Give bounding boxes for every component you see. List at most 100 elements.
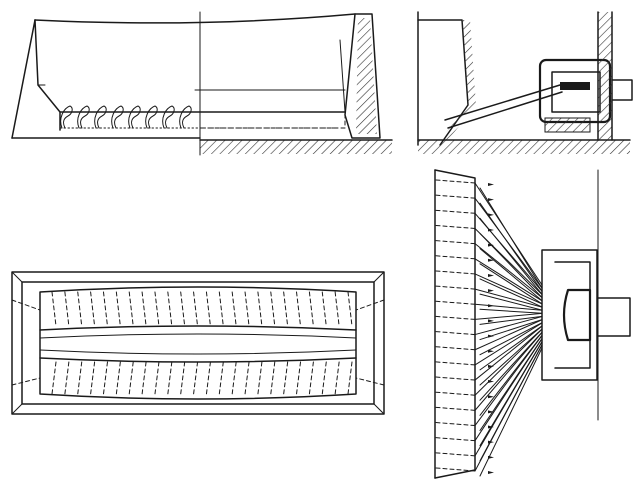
flue-loop — [162, 105, 175, 129]
fan-pipe — [474, 258, 543, 302]
fan-pipe — [474, 288, 543, 308]
plan-flue-lower — [102, 361, 108, 395]
fan-pipe-nozzle — [488, 410, 494, 414]
fan-pipe — [474, 341, 543, 457]
plan-inner-border — [21, 281, 375, 405]
feed-pipe-top — [444, 84, 561, 121]
fan-pipe — [474, 319, 543, 351]
plan-flue-upper — [334, 291, 340, 327]
fan-pipe-dashed — [435, 406, 476, 411]
fan-pipe-nozzle — [488, 304, 494, 308]
plan-flue-lower — [115, 361, 121, 395]
plan-flue-upper — [347, 291, 353, 327]
plan-center-top — [39, 325, 357, 331]
plan-center-inner — [39, 333, 357, 355]
fan-pipe-nozzle — [488, 213, 494, 217]
fan-pipe-dashed — [435, 209, 476, 214]
back-wall — [598, 12, 612, 140]
fan-pipe-dashed — [435, 331, 476, 336]
flue-loop — [179, 105, 192, 129]
plan-flue-lower — [218, 361, 224, 395]
plan-flue-lower — [205, 361, 211, 395]
plan-corners — [11, 271, 385, 415]
fan-pipe-nozzle — [488, 319, 494, 323]
fan-pipe-nozzle — [488, 258, 494, 262]
plan-flue-lower — [167, 361, 173, 395]
view-elevation — [11, 11, 393, 156]
flue-openings — [60, 105, 192, 129]
plan-flue-lower — [90, 361, 96, 395]
plan-flue-upper — [64, 291, 70, 327]
fan-pipe-dashed — [435, 270, 476, 275]
fan-pipe-nozzle — [488, 228, 494, 232]
fan-pipe-nozzle — [488, 349, 494, 353]
plan-flue-lower — [257, 361, 263, 395]
right-wall — [344, 13, 381, 139]
side-wall-hatch — [440, 20, 476, 140]
plan-flue-upper — [296, 291, 302, 327]
fan-pipe-dashed — [435, 467, 476, 472]
plan-hearth — [39, 286, 357, 400]
plan-flue-upper — [128, 291, 134, 327]
flue-loop — [128, 105, 141, 129]
plan-flue-upper — [102, 291, 108, 327]
plan-flue-upper — [270, 291, 276, 327]
plan-flue-lower — [334, 361, 340, 395]
plan-flue-lower — [51, 361, 57, 395]
furnace-base — [544, 117, 591, 133]
fan-furnace-inner — [554, 261, 591, 369]
left-outer-face — [11, 19, 36, 139]
plan-center-bottom — [39, 357, 357, 363]
plan-flue-lower — [77, 361, 83, 395]
fan-pipes — [435, 179, 543, 477]
fan-pipe-pair — [479, 217, 543, 295]
fan-pipe — [474, 338, 543, 442]
outlet-box — [611, 79, 633, 101]
plan-flue-upper — [257, 291, 263, 327]
plan-flue-lower — [283, 361, 289, 395]
fan-pipe-nozzle — [488, 198, 494, 202]
flue-loop — [60, 105, 73, 129]
fan-pipe-pair — [479, 248, 543, 302]
fan-pipe-dashed — [435, 285, 476, 290]
plan-flue-upper — [180, 291, 186, 327]
plan-flue-upper — [51, 291, 57, 327]
plan-flue-upper — [231, 291, 237, 327]
plan-flue-lower — [270, 361, 276, 395]
fan-pipe-dashed — [435, 346, 476, 351]
fan-pipe — [474, 303, 543, 311]
plan-flue-upper — [77, 291, 83, 327]
fan-burner — [562, 288, 592, 342]
flue-loop — [145, 105, 158, 129]
side-ground-hatch — [418, 140, 630, 154]
fan-pipe-pair — [479, 308, 543, 314]
fan-outlet — [597, 297, 631, 337]
inner-right — [339, 39, 346, 113]
fan-pipe-nozzle — [488, 364, 494, 368]
fan-pipe-pair — [479, 331, 543, 401]
back-wall-edges — [597, 11, 613, 141]
plan-flue-lower — [321, 361, 327, 395]
burner — [560, 82, 590, 90]
fan-pipe — [474, 316, 543, 336]
ground-hatch — [200, 140, 392, 154]
plan-flue-upper — [244, 291, 250, 327]
fan-pipe — [474, 243, 543, 299]
plan-flue-lower — [154, 361, 160, 395]
right-wall-hatch — [356, 18, 377, 134]
fan-pipe — [474, 312, 543, 320]
plan-flue-lower — [128, 361, 134, 395]
plan-flue-lower — [308, 361, 314, 395]
view-plan — [11, 271, 385, 415]
plan-flue-lower — [231, 361, 237, 395]
fan-pipe-nozzle — [488, 395, 494, 399]
view-side-section — [417, 11, 633, 154]
fan-pipe-nozzle — [488, 243, 494, 247]
fan-pipe-dashed — [435, 376, 476, 381]
fan-pipe — [474, 331, 543, 411]
plan-flue-upper — [193, 291, 199, 327]
plan-flue-upper — [321, 291, 327, 327]
plan-side-dashes — [11, 299, 385, 386]
fan-pipe-pair — [479, 328, 543, 386]
fan-pipe-dashed — [435, 315, 476, 320]
